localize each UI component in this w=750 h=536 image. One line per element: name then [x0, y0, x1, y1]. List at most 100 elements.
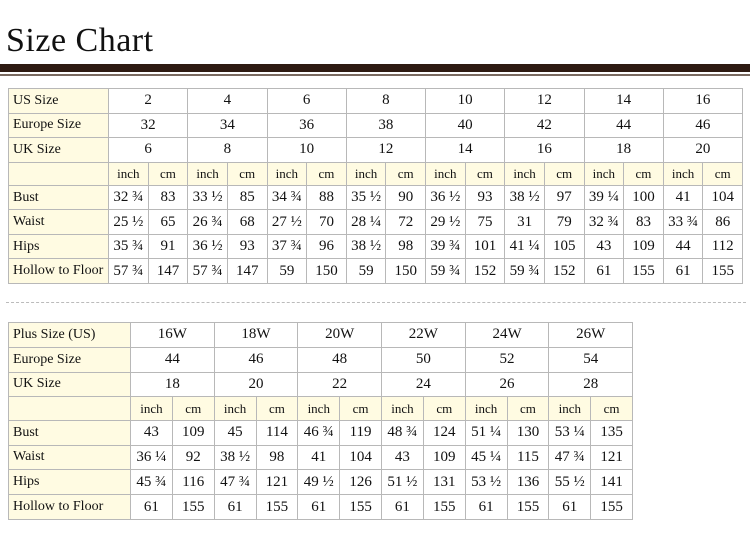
- size-cell: 48: [297, 346, 383, 373]
- unit-row: inch cm inch cm inch cm inch cm inch cm inch cm inch…: [8, 161, 743, 186]
- size-cell: 16: [662, 88, 744, 114]
- size-cell: 16: [504, 137, 585, 163]
- cm-cell: 135: [590, 419, 634, 446]
- title: Size Chart: [6, 22, 154, 59]
- cm-cell: 130: [506, 419, 550, 446]
- size-cell: 34: [187, 112, 268, 139]
- cm-cell: 109: [171, 419, 215, 446]
- measure-row: Waist 25 ½ 65 26 ¾ 68 27 ½ 70 28 ¼ 72 29 ½ 75 31 79 3…: [8, 209, 743, 235]
- cm-cell: 155: [422, 494, 466, 520]
- cm-cell: 105: [543, 233, 585, 260]
- inch-cell: 43: [583, 233, 625, 260]
- inch-cell: 61: [548, 494, 592, 520]
- row-label: Hollow to Floor: [8, 494, 131, 520]
- size-cell: 46: [662, 112, 744, 139]
- cm-cell: 65: [147, 209, 189, 235]
- size-cell: 4: [187, 88, 268, 114]
- cm-cell: 155: [623, 258, 664, 284]
- inch-cell: 61: [213, 494, 257, 520]
- inch-cell: 53 ½: [464, 469, 508, 496]
- inch-cell: 35 ¾: [108, 233, 149, 260]
- cm-cell: 109: [623, 233, 664, 260]
- inch-cell: 36 ½: [187, 233, 228, 260]
- cm-cell: 88: [306, 184, 347, 211]
- inch-cell: 61: [297, 494, 341, 520]
- cm-cell: 83: [623, 209, 664, 235]
- inch-cell: 32 ¾: [583, 209, 625, 235]
- cm-cell: 100: [623, 184, 664, 211]
- inch-cell: 57 ¾: [108, 258, 149, 284]
- size-row: UK Size 6 8 10 12 14 16 18 20: [8, 137, 744, 163]
- inch-cell: 49 ½: [297, 469, 341, 496]
- inch-cell: 41 ¼: [504, 233, 545, 260]
- size-cell: 20W: [297, 322, 383, 348]
- cm-cell: 97: [543, 184, 585, 211]
- cm-cell: 70: [306, 209, 347, 235]
- inch-cell: 27 ½: [266, 209, 308, 235]
- row-label: [8, 396, 131, 421]
- inch-cell: 55 ½: [548, 469, 592, 496]
- size-table: US Size 2 4 6 8 10 12 14 16 Europe Size 32 34 36 38 40…: [8, 88, 744, 284]
- size-cell: 6: [266, 88, 347, 114]
- cm-cell: 75: [464, 209, 506, 235]
- cm-cell: 131: [422, 469, 466, 496]
- size-cell: 2: [107, 88, 189, 114]
- inch-cell: 59 ¾: [425, 258, 466, 284]
- unit-cell: inch: [187, 161, 228, 186]
- cm-cell: 93: [226, 233, 268, 260]
- cm-cell: 155: [506, 494, 550, 520]
- measure-row: Waist 36 ¼ 92 38 ½ 98 41 104 43 109 45 ¼ 115 47 ¾ 12…: [8, 444, 634, 471]
- size-cell: 8: [345, 88, 427, 114]
- cm-cell: 152: [543, 258, 585, 284]
- cm-cell: 79: [543, 209, 585, 235]
- unit-cell: cm: [255, 396, 299, 421]
- unit-cell: inch: [381, 396, 424, 421]
- cm-cell: 68: [226, 209, 268, 235]
- cm-cell: 101: [464, 233, 506, 260]
- unit-cell: inch: [213, 396, 257, 421]
- cm-cell: 86: [702, 209, 743, 235]
- inch-cell: 31: [504, 209, 545, 235]
- size-cell: 12: [345, 137, 427, 163]
- inch-cell: 61: [662, 258, 704, 284]
- inch-cell: 41: [297, 444, 341, 471]
- size-cell: 40: [424, 112, 506, 139]
- inch-cell: 59: [266, 258, 308, 284]
- unit-cell: cm: [590, 396, 634, 421]
- inch-cell: 34 ¾: [266, 184, 308, 211]
- inch-cell: 26 ¾: [187, 209, 228, 235]
- inch-cell: 38 ½: [345, 233, 387, 260]
- measure-row: Hollow to Floor 57 ¾ 147 57 ¾ 147 59 150 59 150 5…: [8, 258, 743, 284]
- size-cell: 24: [381, 371, 466, 398]
- inch-cell: 59: [345, 258, 387, 284]
- inch-cell: 61: [130, 494, 173, 520]
- cm-cell: 119: [339, 419, 383, 446]
- size-cell: 42: [504, 112, 585, 139]
- inch-cell: 25 ½: [108, 209, 149, 235]
- cm-cell: 126: [339, 469, 383, 496]
- inch-cell: 47 ¾: [213, 469, 257, 496]
- unit-cell: cm: [385, 161, 426, 186]
- inch-cell: 32 ¾: [108, 184, 149, 211]
- inch-cell: 45 ¾: [130, 469, 173, 496]
- size-cell: 26W: [548, 322, 634, 348]
- row-label: UK Size: [8, 371, 131, 398]
- inch-cell: 48 ¾: [381, 419, 424, 446]
- size-row: UK Size 18 20 22 24 26 28: [8, 371, 634, 398]
- unit-cell: cm: [506, 396, 550, 421]
- cm-cell: 155: [702, 258, 743, 284]
- cm-cell: 116: [171, 469, 215, 496]
- cm-cell: 104: [339, 444, 383, 471]
- row-label: Hips: [8, 233, 109, 260]
- size-cell: 20: [213, 371, 299, 398]
- cm-cell: 152: [464, 258, 506, 284]
- cm-cell: 83: [147, 184, 189, 211]
- size-cell: 44: [583, 112, 664, 139]
- row-label: Europe Size: [8, 112, 109, 139]
- inch-cell: 37 ¾: [266, 233, 308, 260]
- row-label: Bust: [8, 419, 131, 446]
- divider: [6, 302, 746, 303]
- size-cell: 36: [266, 112, 347, 139]
- size-cell: 32: [107, 112, 189, 139]
